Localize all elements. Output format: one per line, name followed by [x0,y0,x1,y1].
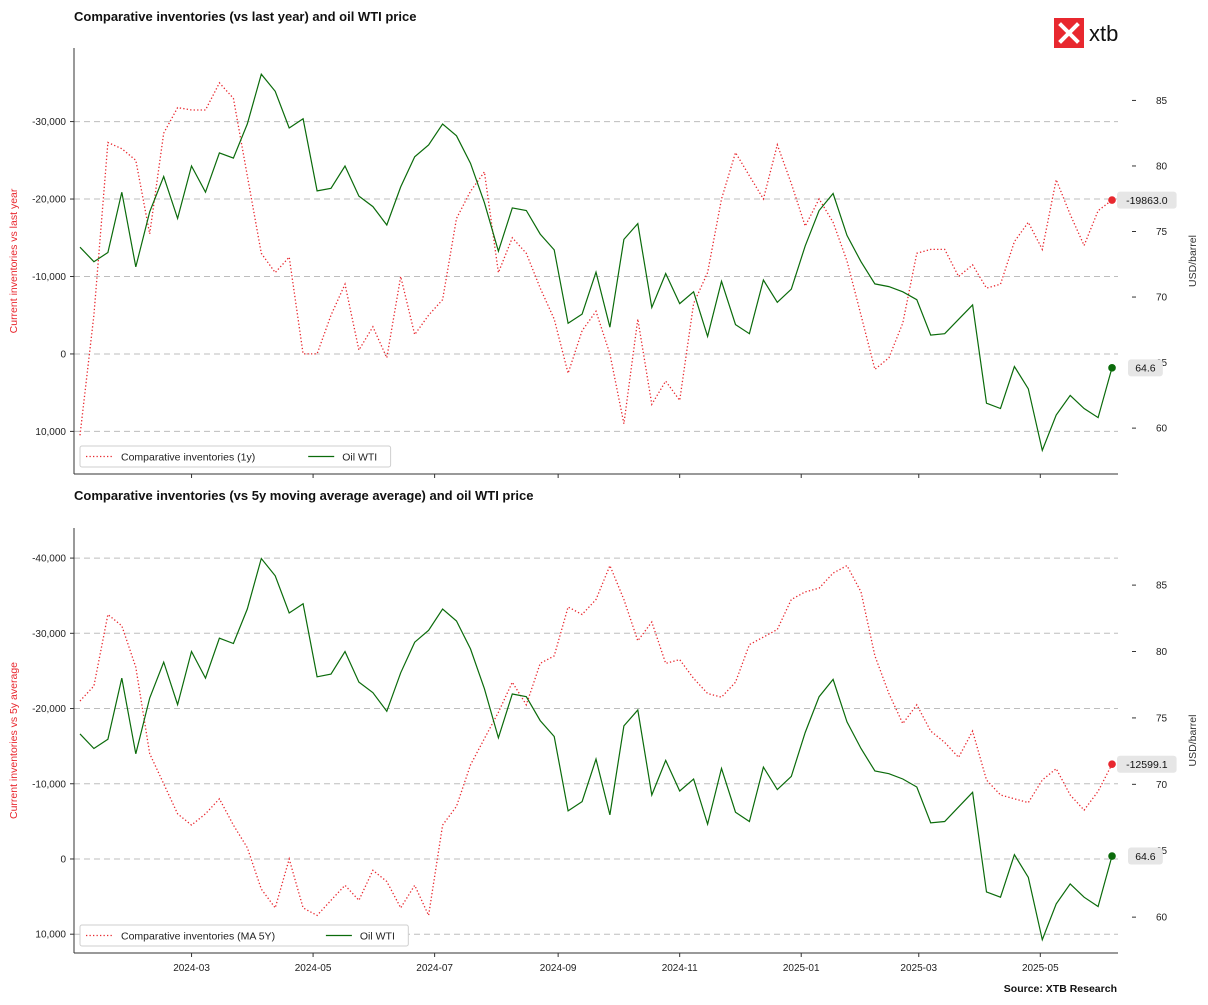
y-left-axis-label: Current inventories vs last year [8,188,20,333]
y-left-tick-label: -30,000 [32,117,66,128]
last-value-marker [1108,760,1116,769]
chart-panel-2: Comparative inventories (vs 5y moving av… [8,488,1199,974]
series-line-inventories [79,563,1113,918]
y-left-tick-label: 10,000 [35,427,66,438]
series-line-inventories [79,81,1113,436]
last-value-badge [1128,359,1163,377]
y-right-tick-label: 85 [1156,96,1168,107]
legend: Comparative inventories (MA 5Y) Oil WTI [79,924,409,947]
x-tick-label: 2024-09 [540,963,577,974]
legend-box [79,445,392,468]
y-right-tick-label: 85 [1156,581,1168,592]
chart-panel-1: Comparative inventories (vs last year) a… [8,9,1199,478]
y-left-tick-label: 10,000 [35,930,66,941]
chart-title: Comparative inventories (vs last year) a… [74,9,416,24]
y-right-tick-label: 80 [1156,647,1168,658]
x-tick-label: 2024-11 [662,963,698,974]
last-value-badge [1117,191,1177,209]
y-right-tick-label: 60 [1156,913,1168,924]
y-right-tick-label: 75 [1156,227,1168,238]
legend-label-inventories: Comparative inventories (MA 5Y) [121,931,275,943]
legend-label-oil-wti: Oil WTI [360,931,395,943]
legend: Comparative inventories (1y) Oil WTI [79,445,392,468]
xtb-logo: xtb [1054,18,1118,48]
last-value-label: -12599.1 [1126,759,1168,771]
y-right-tick-label: 60 [1156,424,1168,435]
y-left-axis-label: Current inventories vs 5y average [8,662,20,819]
x-tick-label: 2025-03 [900,963,937,974]
x-tick-label: 2024-07 [416,963,453,974]
x-tick-label: 2024-05 [295,963,332,974]
last-value-badge [1128,847,1163,865]
source-label: Source: XTB Research [1004,983,1117,995]
y-right-axis-label: USD/barrel [1187,715,1199,767]
chart-title: Comparative inventories (vs 5y moving av… [74,488,534,503]
y-left-tick-label: 0 [60,854,66,865]
last-value-label: 64.6 [1135,851,1156,863]
legend-label-oil-wti: Oil WTI [342,452,377,464]
y-right-tick-label: 80 [1156,161,1168,172]
x-tick-label: 2025-01 [783,963,820,974]
last-value-marker [1108,852,1116,860]
last-value-label: 64.6 [1135,363,1156,375]
y-left-tick-label: 0 [60,349,66,360]
y-right-tick-label: 75 [1156,713,1168,724]
y-right-axis-label: USD/barrel [1187,235,1199,287]
y-left-tick-label: -20,000 [32,195,66,206]
x-tick-label: 2024-03 [173,963,210,974]
xtb-logo-x-icon [1058,22,1080,44]
y-left-tick-label: -10,000 [32,779,66,790]
legend-box [79,924,409,947]
series-line-oil-wti [79,557,1113,942]
xtb-logo-text: xtb [1089,21,1118,46]
x-tick-label: 2025-05 [1022,963,1059,974]
last-value-marker [1108,196,1116,204]
series-line-oil-wti [79,72,1113,453]
y-left-tick-label: -40,000 [32,554,66,565]
y-right-tick-label: 70 [1156,293,1168,304]
legend-label-inventories: Comparative inventories (1y) [121,452,255,464]
y-left-tick-label: -30,000 [32,629,66,640]
y-left-tick-label: -10,000 [32,272,66,283]
y-right-tick-label: 70 [1156,780,1168,791]
last-value-badge [1117,755,1177,773]
last-value-marker [1108,364,1116,372]
last-value-label: -19863.0 [1126,195,1168,207]
y-left-tick-label: -20,000 [32,704,66,715]
